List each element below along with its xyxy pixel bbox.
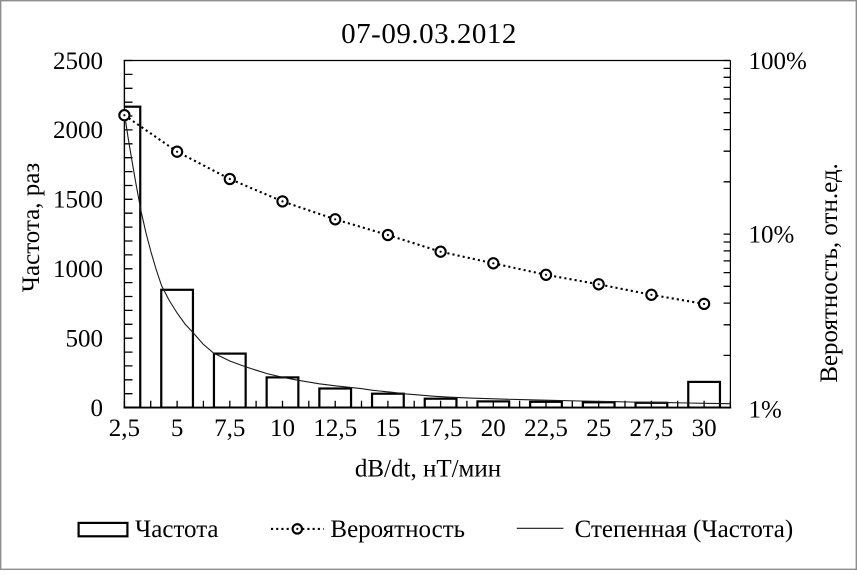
svg-text:2500: 2500 [53,48,103,75]
svg-text:5: 5 [171,415,184,442]
svg-text:Степенная (Частота): Степенная (Частота) [575,516,794,543]
svg-text:2,5: 2,5 [109,415,140,442]
svg-text:1500: 1500 [53,187,103,214]
svg-text:10%: 10% [749,221,795,248]
svg-text:07-09.03.2012: 07-09.03.2012 [341,18,517,50]
svg-text:100%: 100% [749,48,807,75]
svg-text:25: 25 [586,415,611,442]
svg-text:Частота, раз: Частота, раз [18,163,45,293]
svg-text:Вероятность: Вероятность [330,516,465,543]
svg-text:10: 10 [270,415,295,442]
svg-text:Частота: Частота [135,516,219,543]
svg-text:15: 15 [375,415,400,442]
svg-text:20: 20 [481,415,506,442]
svg-text:1000: 1000 [53,256,103,283]
svg-text:22,5: 22,5 [524,415,568,442]
svg-text:2000: 2000 [53,117,103,144]
svg-text:27,5: 27,5 [630,415,674,442]
svg-text:500: 500 [66,326,104,353]
svg-text:dB/dt, нТ/мин: dB/dt, нТ/мин [355,456,501,483]
svg-text:30: 30 [692,415,717,442]
svg-text:17,5: 17,5 [419,415,463,442]
svg-text:7,5: 7,5 [214,415,245,442]
svg-text:0: 0 [91,395,104,422]
svg-text:12,5: 12,5 [313,415,357,442]
svg-text:1%: 1% [749,397,782,424]
svg-text:Вероятность, отн.ед.: Вероятность, отн.ед. [816,163,843,383]
